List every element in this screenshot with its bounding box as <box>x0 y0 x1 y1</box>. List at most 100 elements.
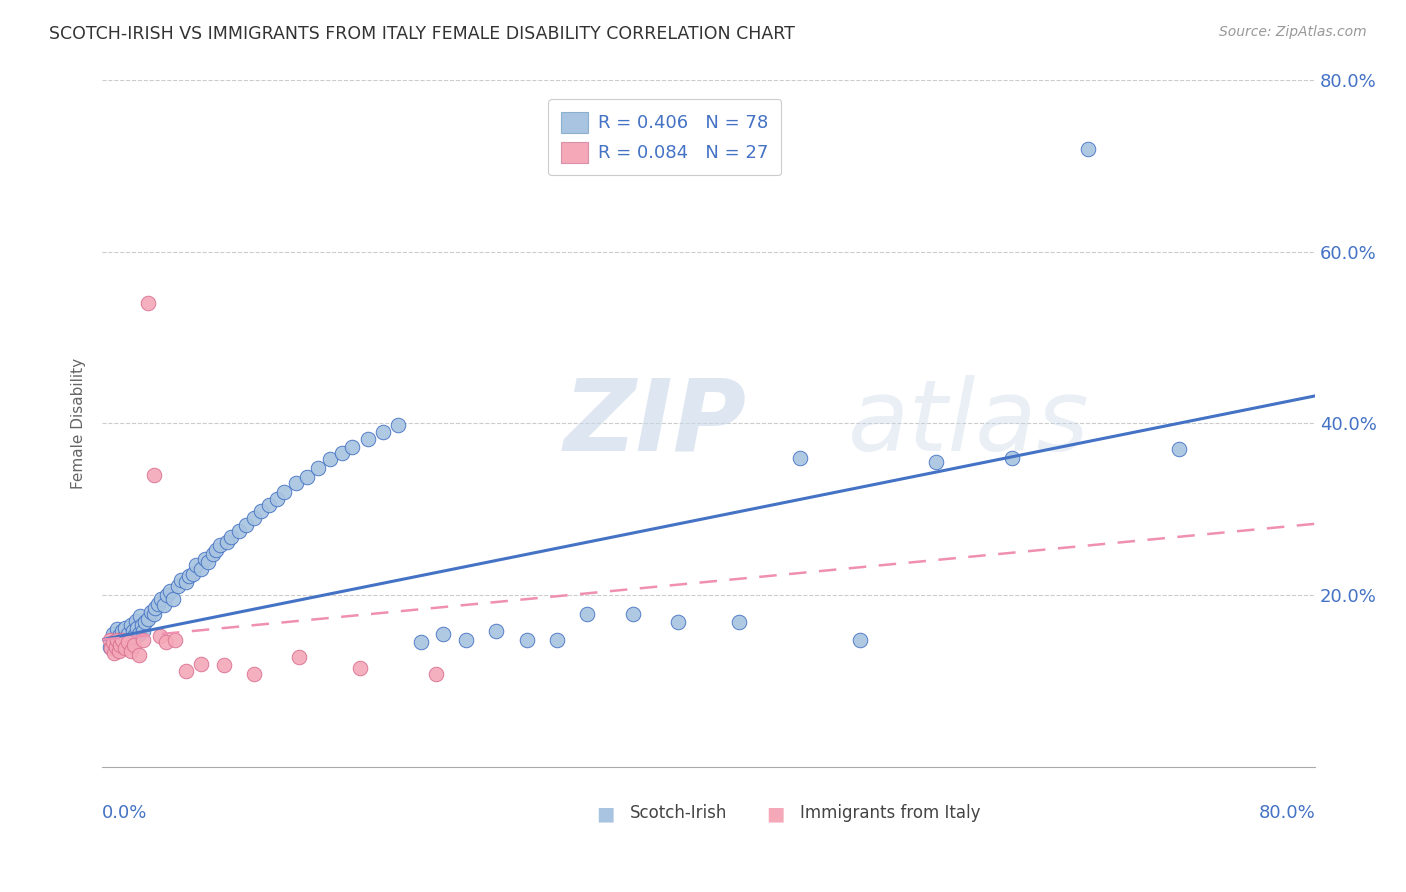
Point <box>167 579 190 593</box>
Text: 80.0%: 80.0% <box>1258 805 1315 822</box>
Point <box>104 640 127 654</box>
Point <box>139 605 162 619</box>
Point <box>163 632 186 647</box>
Text: ■: ■ <box>766 805 785 823</box>
Point <box>432 626 454 640</box>
Point <box>728 615 751 630</box>
Point <box>136 612 159 626</box>
Point <box>98 632 121 647</box>
Point <box>132 632 155 647</box>
Point <box>516 632 538 647</box>
Point <box>111 632 134 647</box>
Point <box>108 644 131 658</box>
Point <box>307 461 329 475</box>
Point <box>101 635 124 649</box>
Point <box>186 558 208 572</box>
Text: 0.0%: 0.0% <box>103 805 148 822</box>
Point <box>212 658 235 673</box>
Point <box>849 632 872 647</box>
Point <box>174 575 197 590</box>
Point <box>103 647 125 661</box>
Point <box>356 432 378 446</box>
Point <box>142 607 165 621</box>
Point <box>295 469 318 483</box>
Point <box>114 641 136 656</box>
Point <box>205 543 228 558</box>
Point <box>156 588 179 602</box>
Point <box>149 629 172 643</box>
Text: Immigrants from Italy: Immigrants from Italy <box>800 805 980 822</box>
Point <box>1167 442 1189 456</box>
Point <box>105 623 128 637</box>
Point <box>425 667 447 681</box>
Point <box>122 629 145 643</box>
Point <box>215 534 238 549</box>
Point <box>177 569 200 583</box>
Text: ■: ■ <box>596 805 614 823</box>
Point <box>121 624 143 638</box>
Point <box>190 562 212 576</box>
Point <box>124 614 146 628</box>
Point <box>143 601 166 615</box>
Point <box>148 597 170 611</box>
Point <box>136 296 159 310</box>
Point <box>318 452 340 467</box>
Point <box>546 632 568 647</box>
Point <box>1077 142 1099 156</box>
Point <box>194 552 217 566</box>
Point <box>132 624 155 638</box>
Point <box>576 607 599 621</box>
Point <box>273 485 295 500</box>
Point <box>235 517 257 532</box>
Point <box>155 635 177 649</box>
Point <box>174 664 197 678</box>
Point <box>228 524 250 538</box>
Point <box>266 491 288 506</box>
Point <box>349 661 371 675</box>
Point <box>197 555 219 569</box>
Point <box>105 632 128 647</box>
Point <box>110 635 132 649</box>
Point <box>122 638 145 652</box>
Point <box>128 626 150 640</box>
Point <box>112 631 135 645</box>
Point <box>219 530 242 544</box>
Point <box>201 547 224 561</box>
Point <box>209 538 232 552</box>
Point <box>285 476 308 491</box>
Point <box>153 599 176 613</box>
Point <box>129 609 152 624</box>
Point <box>110 638 132 652</box>
Point <box>170 573 193 587</box>
Point <box>409 635 432 649</box>
Point <box>621 607 644 621</box>
Point <box>181 566 204 581</box>
Point <box>288 649 311 664</box>
Point <box>243 510 266 524</box>
Point <box>128 648 150 662</box>
Point <box>142 467 165 482</box>
Point <box>162 592 184 607</box>
Text: SCOTCH-IRISH VS IMMIGRANTS FROM ITALY FEMALE DISABILITY CORRELATION CHART: SCOTCH-IRISH VS IMMIGRANTS FROM ITALY FE… <box>49 25 794 43</box>
Point <box>243 667 266 681</box>
Point <box>100 641 122 656</box>
Point <box>101 626 124 640</box>
Text: atlas: atlas <box>848 375 1090 472</box>
Point <box>120 644 142 658</box>
Y-axis label: Female Disability: Female Disability <box>72 358 86 489</box>
Point <box>456 632 478 647</box>
Point <box>371 425 394 439</box>
Point <box>117 635 139 649</box>
Point <box>115 635 138 649</box>
Point <box>1001 450 1024 465</box>
Point <box>485 624 508 638</box>
Point <box>250 504 273 518</box>
Point <box>117 626 139 640</box>
Point <box>925 455 948 469</box>
Point <box>108 629 131 643</box>
Point <box>789 450 811 465</box>
Point <box>330 446 353 460</box>
Point <box>666 615 689 630</box>
Point <box>120 618 142 632</box>
Point <box>104 632 127 647</box>
